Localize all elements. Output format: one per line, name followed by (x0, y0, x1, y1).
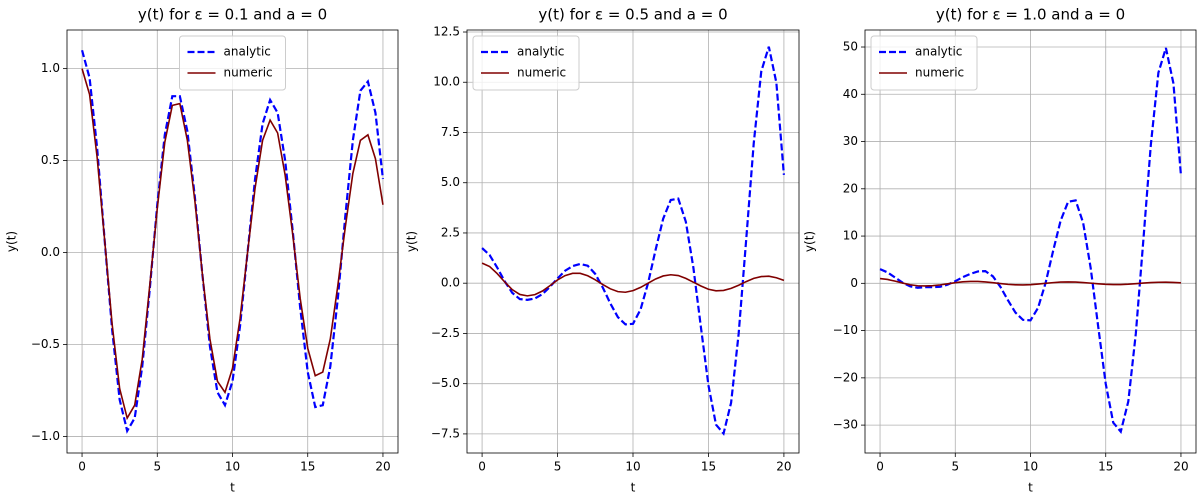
y-tick-label: −5.0 (431, 376, 460, 390)
y-tick-label: −0.5 (31, 337, 60, 351)
data-line (481, 46, 786, 436)
y-tick-label: −1.0 (31, 429, 60, 443)
x-tick-label: 20 (1173, 460, 1188, 474)
y-axis-label: y(t) (405, 231, 419, 252)
y-tick-label: 20 (843, 181, 858, 195)
x-tick-label: 10 (225, 460, 240, 474)
y-tick-label: 0.0 (41, 245, 60, 259)
y-axis-label: y(t) (803, 231, 817, 252)
legend-label: numeric (517, 66, 566, 80)
data-line (80, 49, 385, 434)
legend-box (179, 35, 286, 91)
y-tick-label: 10 (843, 229, 858, 243)
subplot: −7.5 −5.0 −2.5 0.0 2.5 5.0 7.5 10.0 12.5 0 5 10 15 20… (405, 6, 800, 495)
y-tick-label: 7.5 (441, 125, 460, 139)
y-tick-label: 0.5 (41, 153, 60, 167)
x-tick-label: 15 (701, 460, 716, 474)
y-tick-label: 50 (843, 40, 858, 54)
y-tick-label: −2.5 (431, 326, 460, 340)
x-axis-label: t (1028, 481, 1033, 495)
legend-box (472, 35, 580, 91)
x-tick-label: 20 (375, 460, 390, 474)
x-tick-label: 10 (625, 460, 640, 474)
y-tick-label: 40 (843, 87, 858, 101)
x-tick-label: 5 (554, 460, 562, 474)
legend-label: analytic (224, 45, 271, 59)
data-line (879, 47, 1183, 435)
data-line (81, 68, 384, 421)
y-tick-label: −7.5 (431, 426, 460, 440)
y-tick-label: −10 (833, 323, 858, 337)
legend-label: numeric (915, 66, 964, 80)
x-tick-label: 5 (951, 460, 959, 474)
x-axis-label: t (230, 481, 235, 495)
data-line (879, 277, 1181, 287)
x-tick-label: 0 (78, 460, 86, 474)
y-tick-label: 0.0 (441, 276, 460, 290)
plot-frame (864, 29, 1197, 454)
x-axis-label: t (631, 481, 636, 495)
x-tick-label: 15 (1098, 460, 1113, 474)
y-tick-label: 2.5 (441, 225, 460, 239)
chart-title: y(t) for ε = 1.0 and a = 0 (936, 6, 1125, 24)
x-tick-label: 0 (478, 460, 486, 474)
data-line (481, 262, 785, 297)
y-tick-label: 0 (850, 276, 858, 290)
legend-label: analytic (915, 45, 962, 59)
y-tick-label: 5.0 (441, 175, 460, 189)
y-axis-label: y(t) (5, 231, 19, 252)
chart-title: y(t) for ε = 0.5 and a = 0 (538, 6, 727, 24)
x-tick-label: 20 (776, 460, 791, 474)
y-tick-label: −30 (833, 418, 858, 432)
plot-frame (66, 29, 399, 454)
x-tick-label: 0 (876, 460, 884, 474)
y-tick-label: 30 (843, 134, 858, 148)
y-tick-label: 10.0 (433, 75, 460, 89)
chart-title: y(t) for ε = 0.1 and a = 0 (138, 6, 327, 24)
x-tick-label: 10 (1023, 460, 1038, 474)
plot-frame (466, 29, 800, 454)
subplot: −30 −20 −10 0 10 20 30 40 50 0 5 10 15 20 y(t) for ε =… (803, 6, 1197, 495)
legend-box (870, 35, 978, 91)
y-tick-label: −20 (833, 370, 858, 384)
x-tick-label: 5 (153, 460, 161, 474)
y-tick-label: 12.5 (433, 25, 460, 39)
legend-label: numeric (224, 66, 273, 80)
y-tick-label: 1.0 (41, 61, 60, 75)
subplot: −1.0 −0.5 0.0 0.5 1.0 0 5 10 15 20 y(t) for ε = 0.… (5, 6, 399, 495)
legend-label: analytic (517, 45, 564, 59)
x-tick-label: 15 (300, 460, 315, 474)
